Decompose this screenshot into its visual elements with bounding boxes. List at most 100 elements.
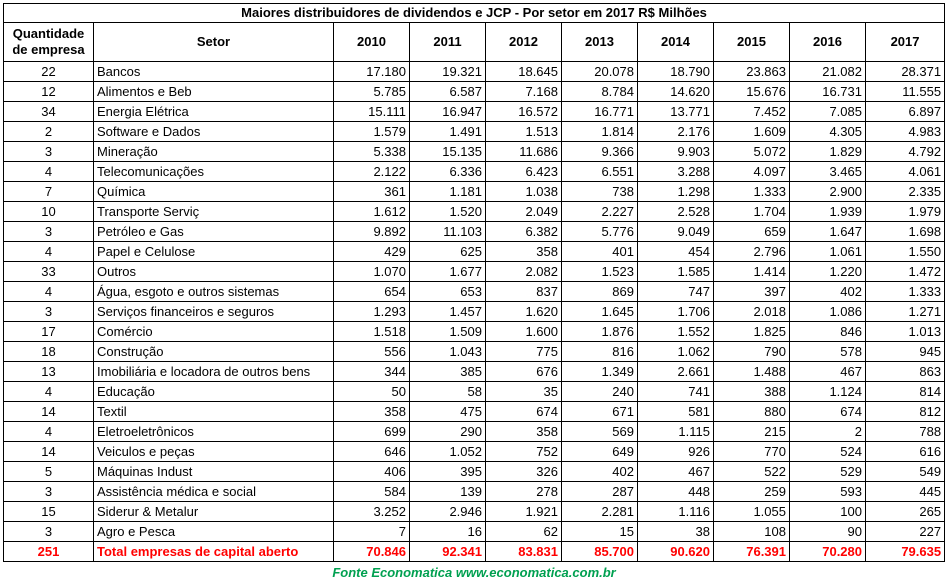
table-row: 10 Transporte Serviç 1.612 1.520 2.049 2.227 2… xyxy=(3,201,946,222)
year-value: 358 xyxy=(485,421,562,442)
year-value: 1.013 xyxy=(864,321,946,342)
company-count: 33 xyxy=(3,261,94,282)
sector-name: Siderur & Metalur xyxy=(93,501,334,522)
year-value: 1.520 xyxy=(409,201,486,222)
company-count: 22 xyxy=(3,61,94,82)
sector-name: Serviços financeiros e seguros xyxy=(93,301,334,322)
year-value: 1.181 xyxy=(409,181,486,202)
year-value: 752 xyxy=(485,441,562,462)
year-value: 1.038 xyxy=(485,181,562,202)
year-value: 38 xyxy=(637,521,714,542)
year-value: 4.983 xyxy=(864,121,946,142)
total-value: 70.280 xyxy=(789,541,866,562)
table-body: 22 Bancos 17.180 19.321 18.645 20.078 18.790 23… xyxy=(3,61,946,585)
year-value: 7.452 xyxy=(713,101,790,122)
year-value: 1.585 xyxy=(637,261,714,282)
year-value: 1.612 xyxy=(333,201,410,222)
company-count: 3 xyxy=(3,221,94,242)
year-value: 448 xyxy=(637,481,714,502)
year-value: 4.305 xyxy=(789,121,866,142)
year-value: 15.676 xyxy=(713,81,790,102)
year-value: 816 xyxy=(561,341,638,362)
year-value: 20.078 xyxy=(561,61,638,82)
year-value: 1.513 xyxy=(485,121,562,142)
year-value: 18.790 xyxy=(637,61,714,82)
year-value: 1.052 xyxy=(409,441,486,462)
year-value: 593 xyxy=(789,481,866,502)
year-value: 90 xyxy=(789,521,866,542)
year-value: 1.055 xyxy=(713,501,790,522)
year-value: 775 xyxy=(485,341,562,362)
year-value: 1.070 xyxy=(333,261,410,282)
company-count: 4 xyxy=(3,421,94,442)
year-value: 676 xyxy=(485,361,562,382)
year-value: 259 xyxy=(713,481,790,502)
year-value: 581 xyxy=(637,401,714,422)
year-value: 265 xyxy=(864,501,946,522)
year-value: 6.551 xyxy=(561,161,638,182)
company-count: 4 xyxy=(3,241,94,262)
year-value: 1.550 xyxy=(864,241,946,262)
year-value: 13.771 xyxy=(637,101,714,122)
year-value: 16.731 xyxy=(789,81,866,102)
dividends-table: Maiores distribuidores de dividendos e J… xyxy=(2,3,946,585)
total-value: 85.700 xyxy=(561,541,638,562)
year-value: 14.620 xyxy=(637,81,714,102)
year-value: 788 xyxy=(864,421,946,442)
year-value: 445 xyxy=(864,481,946,502)
year-value: 454 xyxy=(637,241,714,262)
year-value: 814 xyxy=(864,381,946,402)
year-value: 467 xyxy=(789,361,866,382)
year-value: 361 xyxy=(333,181,410,202)
year-value: 1.579 xyxy=(333,121,410,142)
year-value: 2.335 xyxy=(864,181,946,202)
year-value: 1.829 xyxy=(789,141,866,162)
year-value: 35 xyxy=(485,381,562,402)
year-value: 15.111 xyxy=(333,101,410,122)
table-row: 3 Assistência médica e social 584 139 278 287… xyxy=(3,481,946,502)
company-count: 13 xyxy=(3,361,94,382)
year-value: 1.457 xyxy=(409,301,486,322)
year-value: 2.900 xyxy=(789,181,866,202)
year-value: 17.180 xyxy=(333,61,410,82)
year-value: 2.528 xyxy=(637,201,714,222)
header-year: 2011 xyxy=(409,22,486,62)
year-value: 278 xyxy=(485,481,562,502)
year-value: 3.288 xyxy=(637,161,714,182)
header-sector: Setor xyxy=(93,22,334,62)
sector-name: Imobiliária e locadora de outros bens xyxy=(93,361,334,382)
year-value: 659 xyxy=(713,221,790,242)
year-value: 1.620 xyxy=(485,301,562,322)
total-value: 70.846 xyxy=(333,541,410,562)
header-year: 2015 xyxy=(713,22,790,62)
dividends-table-container: Maiores distribuidores de dividendos e J… xyxy=(2,3,946,585)
year-value: 385 xyxy=(409,361,486,382)
sector-name: Alimentos e Beb xyxy=(93,81,334,102)
year-value: 2.122 xyxy=(333,161,410,182)
year-value: 790 xyxy=(713,341,790,362)
year-value: 578 xyxy=(789,341,866,362)
table-row: 5 Máquinas Indust 406 395 326 402 467 522 529 549 xyxy=(3,461,946,482)
year-value: 584 xyxy=(333,481,410,502)
header-year: 2010 xyxy=(333,22,410,62)
sector-name: Energia Elétrica xyxy=(93,101,334,122)
year-value: 3.465 xyxy=(789,161,866,182)
year-value: 1.414 xyxy=(713,261,790,282)
year-value: 649 xyxy=(561,441,638,462)
year-value: 358 xyxy=(485,241,562,262)
year-value: 8.784 xyxy=(561,81,638,102)
year-value: 1.647 xyxy=(789,221,866,242)
company-count: 34 xyxy=(3,101,94,122)
year-value: 28.371 xyxy=(864,61,946,82)
table-row: 14 Textil 358 475 674 671 581 880 674 812 xyxy=(3,401,946,422)
year-value: 646 xyxy=(333,441,410,462)
year-value: 812 xyxy=(864,401,946,422)
table-row: 12 Alimentos e Beb 5.785 6.587 7.168 8.784 14.… xyxy=(3,81,946,102)
year-value: 653 xyxy=(409,281,486,302)
sector-name: Outros xyxy=(93,261,334,282)
sector-name: Veiculos e peças xyxy=(93,441,334,462)
total-label: Total empresas de capital aberto xyxy=(93,541,334,562)
year-value: 671 xyxy=(561,401,638,422)
year-value: 358 xyxy=(333,401,410,422)
year-value: 326 xyxy=(485,461,562,482)
